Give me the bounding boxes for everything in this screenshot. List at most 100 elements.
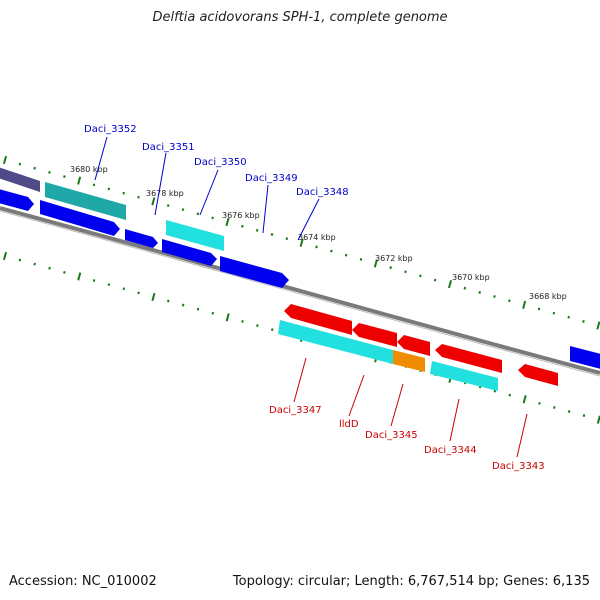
scale-upper-tick	[225, 217, 230, 227]
scale-upper-tick	[122, 191, 125, 195]
scale-lower-tick	[538, 401, 541, 405]
scale-lower-tick	[151, 292, 156, 302]
scale-label-3672: 3672 kbp	[375, 254, 413, 263]
scale-lower-tick	[137, 291, 140, 295]
gene-arrow-daci3352[interactable]	[45, 182, 126, 220]
gene-arrow-daci3343[interactable]	[518, 364, 558, 386]
scale-upper-tick	[522, 300, 527, 309]
gene-arrow-daci3347[interactable]	[278, 320, 393, 364]
callout-daci3343	[516, 413, 528, 458]
gene-arrow-daci3351[interactable]	[125, 229, 158, 248]
scale-lower-tick	[508, 393, 512, 397]
scale-lower-tick	[92, 279, 96, 282]
gene-label-daci3347[interactable]: Daci_3347	[269, 405, 322, 416]
callout-daci3344	[449, 398, 460, 442]
gene-arrow-red-3[interactable]	[397, 335, 430, 356]
scale-upper-tick	[181, 208, 185, 212]
scale-lower-tick	[582, 414, 586, 417]
scale-upper-tick	[285, 237, 289, 241]
scale-upper-tick	[508, 299, 511, 303]
scale-upper-tick	[315, 245, 318, 249]
callout-daci3345	[390, 383, 404, 427]
gene-arrow-daci3350[interactable]	[166, 220, 224, 251]
gene-label-daci3348[interactable]: Daci_3348	[296, 187, 349, 198]
scale-label-3678: 3678 kbp	[146, 189, 184, 198]
callout-daci3349	[262, 184, 269, 234]
callout-daci3347	[293, 357, 307, 403]
scale-upper-tick	[447, 280, 453, 289]
scale-upper-tick	[166, 204, 170, 207]
scale-ticks-upper	[2, 155, 600, 330]
gene-arrow-purple[interactable]	[0, 166, 40, 192]
scale-upper-tick	[2, 155, 8, 165]
scale-upper-tick	[211, 216, 214, 220]
scale-upper-tick	[241, 224, 244, 228]
scale-upper-tick	[567, 315, 570, 319]
scale-upper-tick	[419, 274, 422, 278]
scale-label-3676: 3676 kbp	[222, 211, 260, 220]
scale-lower-tick	[181, 303, 185, 307]
scale-label-3668: 3668 kbp	[529, 292, 567, 301]
gene-arrow-blue-2[interactable]	[40, 200, 120, 236]
scale-upper-tick	[582, 319, 585, 323]
scale-upper-tick	[196, 212, 200, 216]
scale-lower-tick	[225, 313, 230, 322]
scale-upper-tick	[151, 197, 156, 206]
gene-label-daci3350[interactable]: Daci_3350	[194, 157, 247, 168]
gene-label-daci3344[interactable]: Daci_3344	[424, 445, 477, 456]
gene-label-daci3352[interactable]: Daci_3352	[84, 124, 137, 135]
scale-lower-tick	[522, 395, 527, 404]
scale-upper-tick	[137, 195, 140, 199]
scale-lower-tick	[211, 311, 215, 315]
scale-upper-tick	[107, 187, 111, 191]
gene-arrow-blue-1[interactable]	[0, 188, 34, 211]
scale-lower-tick	[167, 299, 170, 303]
scale-upper-tick	[389, 266, 392, 270]
callout-daci3352	[94, 136, 108, 181]
scale-lower-tick	[567, 410, 571, 413]
gene-label-lldd[interactable]: lldD	[339, 419, 359, 430]
scale-upper-tick	[433, 278, 437, 282]
gene-arrow-red-4[interactable]	[435, 344, 502, 373]
scale-lower-tick	[270, 328, 274, 332]
gene-label-daci3345[interactable]: Daci_3345	[365, 430, 418, 441]
callout-lldd	[348, 374, 365, 417]
scale-upper-tick	[404, 270, 407, 274]
gene-label-daci3343[interactable]: Daci_3343	[492, 461, 545, 472]
scale-upper-tick	[344, 253, 348, 257]
scale-lower-tick	[2, 251, 8, 261]
scale-upper-tick	[552, 311, 556, 315]
map-title: Delftia acidovorans SPH-1, complete geno…	[152, 10, 448, 25]
scale-lower-tick	[241, 320, 244, 323]
callout-daci3351	[154, 152, 167, 216]
gene-arrow-daci3345[interactable]	[393, 350, 425, 372]
gene-arrow-blue-right[interactable]	[570, 346, 600, 370]
gene-arrow-daci3349[interactable]	[220, 256, 289, 288]
scale-lower-tick	[48, 266, 51, 270]
scale-upper-tick	[463, 286, 467, 290]
scale-upper-tick	[33, 166, 36, 170]
scale-upper-tick	[77, 176, 82, 185]
gene-label-daci3351[interactable]: Daci_3351	[142, 142, 195, 153]
scale-upper-tick	[596, 321, 600, 330]
scale-lower-tick	[122, 287, 126, 291]
gene-arrow-red-2[interactable]	[352, 323, 397, 347]
scale-upper-tick	[48, 171, 51, 174]
genome-summary: Topology: circular; Length: 6,767,514 bp…	[232, 574, 590, 589]
gene-arrow-blue-3[interactable]	[162, 239, 217, 266]
gene-arrow-red-1[interactable]	[284, 304, 352, 335]
scale-label-3674: 3674 kbp	[298, 233, 336, 242]
scale-upper-tick	[493, 295, 496, 298]
scale-upper-tick	[18, 162, 22, 166]
genome-backbone	[0, 206, 600, 375]
scale-lower-tick	[196, 307, 200, 311]
scale-upper-tick	[270, 233, 274, 236]
scale-lower-tick	[33, 262, 36, 266]
scale-upper-tick	[92, 183, 96, 187]
gene-arrow-daci3344[interactable]	[430, 361, 498, 391]
scale-upper-tick	[63, 175, 66, 178]
scale-upper-tick	[373, 259, 378, 268]
genome-backbone-shadow	[0, 210, 600, 377]
gene-label-daci3349[interactable]: Daci_3349	[245, 173, 298, 184]
